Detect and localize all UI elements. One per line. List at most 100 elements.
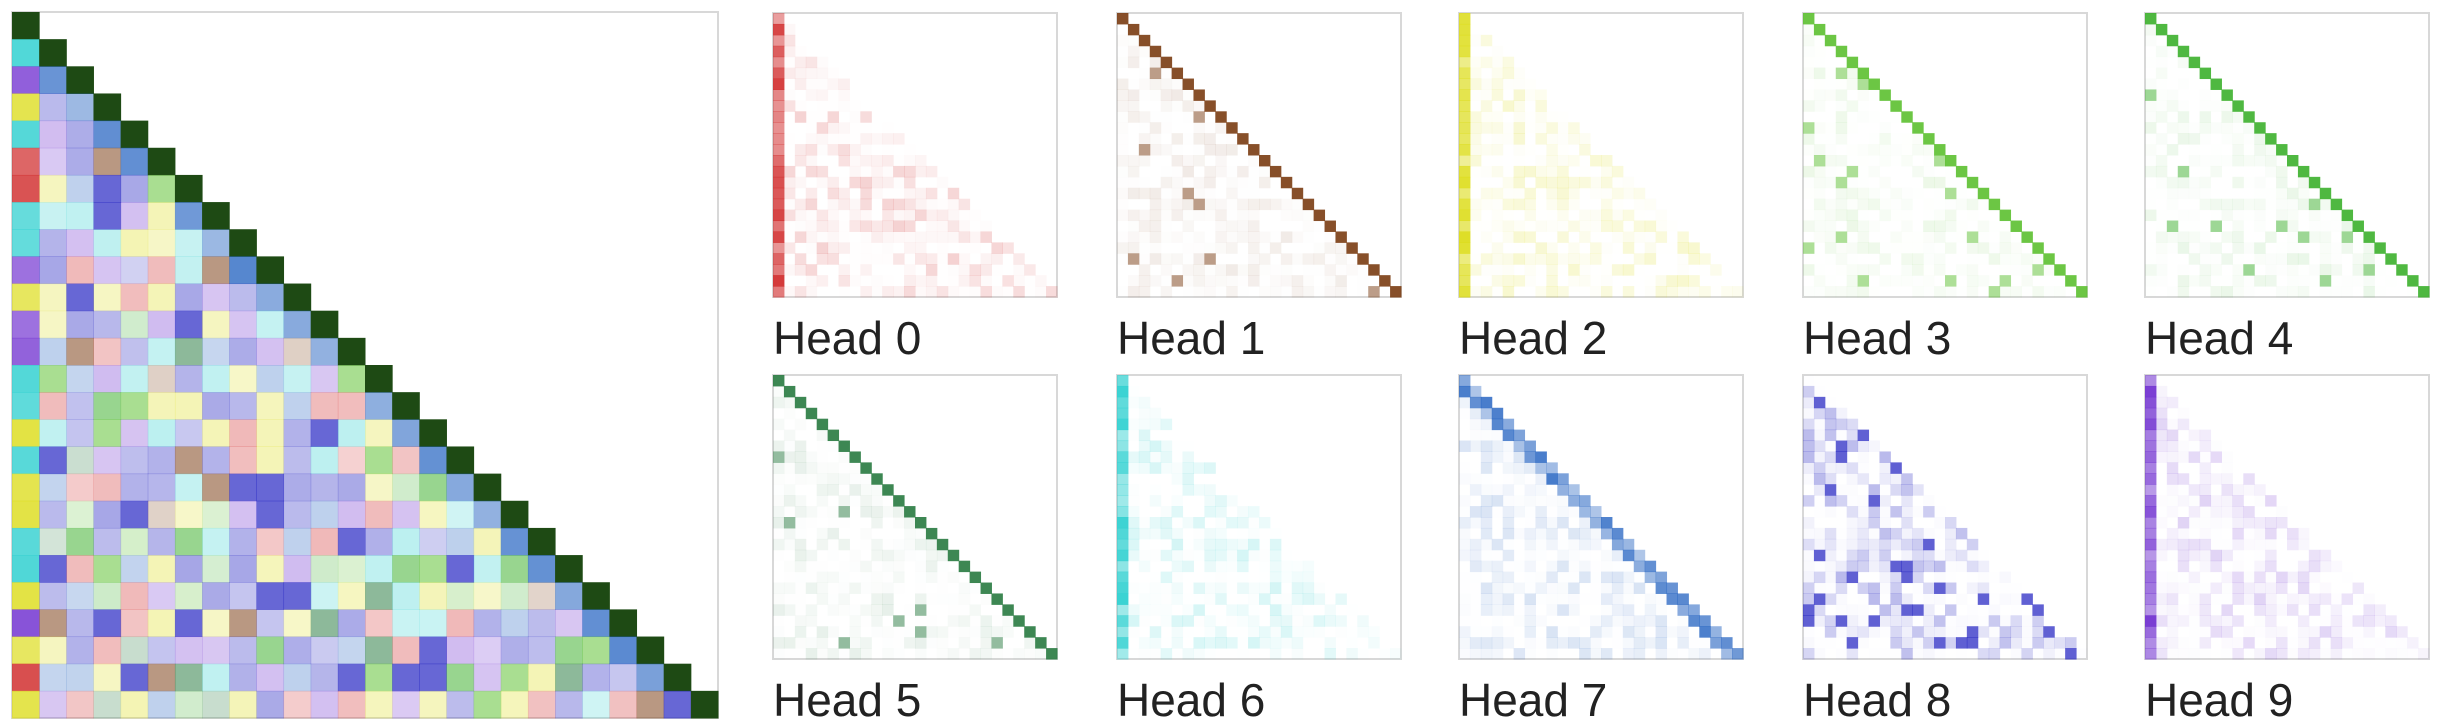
cell: [2254, 177, 2265, 188]
cell: [1557, 528, 1568, 539]
cell: [1204, 165, 1216, 178]
cell: [2011, 253, 2022, 264]
cell: [839, 166, 850, 177]
cell: [2065, 648, 2077, 660]
cell: [2188, 451, 2201, 463]
heatmap-frame: [1458, 12, 1744, 298]
cell: [849, 593, 860, 604]
cell: [1611, 209, 1624, 222]
cell: [12, 174, 40, 203]
cell: [1491, 538, 1504, 551]
cell: [2156, 506, 2167, 517]
cell: [2265, 221, 2276, 232]
cell: [473, 663, 502, 692]
cell: [2254, 604, 2266, 616]
cell: [2254, 582, 2266, 594]
cell: [1481, 46, 1492, 57]
cell: [1150, 275, 1161, 286]
cell: [1459, 67, 1471, 80]
cell: [1579, 176, 1591, 189]
cell: [2232, 604, 2243, 615]
cell: [1879, 571, 1891, 584]
cell: [1502, 429, 1515, 442]
heatmap: [1458, 12, 1744, 298]
cell: [1611, 549, 1624, 562]
cell: [1513, 582, 1526, 594]
cell: [1469, 440, 1482, 452]
cell: [1879, 604, 1891, 616]
cell: [1150, 264, 1161, 275]
cell: [1535, 111, 1547, 123]
cell: [1656, 242, 1667, 253]
cell: [1645, 210, 1656, 221]
cell: [1281, 264, 1292, 275]
cell: [849, 451, 861, 463]
cell: [1160, 100, 1173, 112]
cell: [1248, 242, 1260, 254]
cell: [947, 220, 960, 232]
cell: [2166, 582, 2179, 594]
cell: [1149, 626, 1162, 638]
cell: [39, 256, 67, 285]
cell: [2166, 100, 2179, 112]
cell: [1313, 209, 1326, 222]
cell: [871, 242, 882, 253]
cell: [1890, 155, 1901, 166]
cell: [1546, 165, 1558, 178]
cell: [1459, 430, 1470, 441]
cell: [2309, 242, 2320, 253]
cell: [2309, 253, 2320, 264]
cell: [893, 220, 905, 232]
cell: [828, 539, 839, 550]
cell: [2243, 626, 2254, 637]
cell: [828, 583, 839, 594]
cell: [2385, 626, 2397, 638]
cell: [882, 549, 894, 562]
cell: [1303, 264, 1314, 275]
cell: [2166, 220, 2179, 232]
cell: [839, 122, 850, 133]
cell: [555, 609, 583, 638]
cell: [1259, 517, 1271, 529]
cell: [500, 663, 529, 692]
cell: [1956, 253, 1967, 264]
cell: [1546, 198, 1558, 211]
cell: [1535, 528, 1546, 539]
cell: [2189, 199, 2200, 210]
cell: [1579, 538, 1591, 551]
cell: [1525, 133, 1536, 144]
cell: [2243, 582, 2255, 594]
cell: [2145, 560, 2157, 573]
cell: [2032, 253, 2043, 264]
cell: [1825, 397, 1836, 408]
cell: [1825, 199, 1836, 210]
cell: [2265, 615, 2277, 627]
cell: [1513, 462, 1526, 474]
cell: [310, 555, 339, 583]
cell: [1644, 220, 1657, 232]
cell: [2145, 582, 2157, 594]
cell: [1956, 188, 1967, 199]
cell: [1204, 637, 1216, 649]
cell: [1546, 122, 1558, 134]
cell: [337, 337, 366, 366]
cell: [849, 539, 860, 550]
cell: [1901, 517, 1913, 529]
cell: [2407, 286, 2418, 297]
cell: [904, 648, 915, 659]
cell: [2199, 604, 2212, 616]
cell: [1259, 626, 1271, 638]
cell: [773, 67, 785, 80]
cell: [1901, 626, 1913, 638]
cell: [1688, 604, 1700, 616]
cell: [1161, 583, 1172, 594]
cell: [2232, 155, 2244, 167]
cell: [1182, 462, 1194, 474]
cell: [1879, 527, 1891, 540]
cell: [1601, 550, 1612, 561]
cell: [1470, 253, 1481, 264]
cell: [1171, 506, 1184, 518]
cell: [1869, 528, 1880, 539]
cell: [882, 155, 894, 167]
cell: [1890, 144, 1901, 155]
